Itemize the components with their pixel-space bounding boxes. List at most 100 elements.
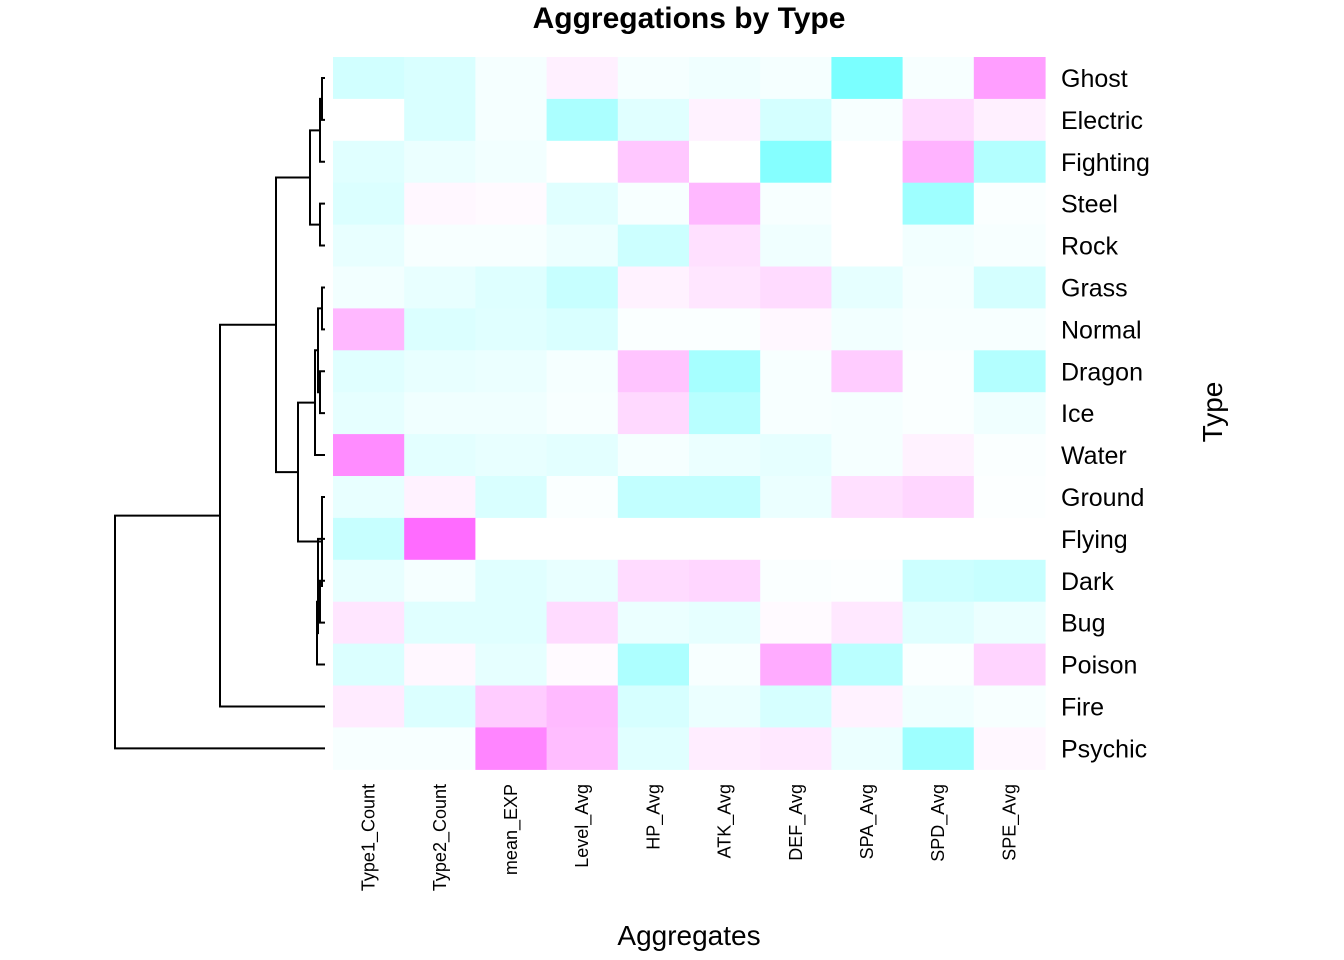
heatmap-cell [760,476,832,519]
heatmap-cell [760,727,832,770]
heatmap-cell [546,559,619,603]
heatmap-cell [546,685,619,728]
heatmap-cell [760,392,832,435]
heatmap-cell [546,140,619,184]
dendrogram-branch [309,129,320,226]
heatmap-cell [404,308,476,351]
heatmap-cell [902,517,975,561]
column-label: Level_Avg [572,784,593,868]
heatmap-cell [333,434,405,477]
heatmap-cell [475,434,548,477]
heatmap-cell [404,182,476,226]
heatmap-cell [404,392,476,435]
heatmap-cell [475,392,548,435]
row-label: Normal [1061,316,1142,344]
heatmap-cell [689,434,761,477]
heatmap-cell [475,98,548,142]
heatmap-cell [333,140,405,184]
heatmap-cell [333,57,405,100]
heatmap-cell [475,643,548,687]
heatmap-cell [831,182,904,226]
heatmap-cells [333,57,1046,770]
heatmap-cell [546,266,619,309]
row-label: Ice [1061,400,1094,428]
heatmap-cell [404,643,476,687]
heatmap-cell [902,392,975,435]
heatmap-cell [617,685,690,728]
column-label: SPD_Avg [928,784,949,862]
heatmap-cell [404,685,476,728]
heatmap-cell [333,476,405,519]
heatmap-cell [617,140,690,184]
dendrogram-branch [297,401,322,543]
heatmap-cell [617,392,690,435]
heatmap-cell [973,266,1046,309]
heatmap-cell [617,643,690,687]
heatmap-cell [333,727,405,770]
heatmap-cell [689,224,761,268]
heatmap-cell [902,57,975,100]
heatmap-cell [333,643,405,687]
heatmap-cell [902,476,975,519]
heatmap-cell [689,392,761,435]
heatmap-cell [902,350,975,393]
column-label: SPA_Avg [857,784,878,859]
heatmap-cell [902,140,975,184]
heatmap-cell [404,224,476,268]
heatmap-cell [617,727,690,770]
heatmap-cell [973,224,1046,268]
heatmap-cell [689,601,761,645]
heatmap-cell [333,685,405,728]
heatmap-cell [689,350,761,393]
heatmap-cell [760,224,832,268]
heatmap-cell [973,559,1046,603]
heatmap-cell [333,308,405,351]
column-label: DEF_Avg [786,784,807,861]
heatmap-cell [902,643,975,687]
heatmap-cell [546,727,619,770]
heatmap-cell [760,140,832,184]
heatmap-cell [760,434,832,477]
row-labels: Ghost Electric Fighting Steel Rock Grass Norma… [1061,65,1150,763]
dendrogram-branch [114,514,325,750]
heatmap-cell [617,57,690,100]
heatmap-cell [831,350,904,393]
column-label: Type2_Count [430,784,451,891]
heatmap-cell [546,224,619,268]
dendrogram-branch [275,176,310,474]
heatmap-cell [333,98,405,142]
heatmap-cell [973,392,1046,435]
heatmap-cell [333,266,405,309]
heatmap-cell [760,308,832,351]
heatmap-cell [831,601,904,645]
heatmap-cell [831,476,904,519]
heatmap-cell [831,434,904,477]
heatmap-cell [973,643,1046,687]
row-label: Electric [1061,107,1143,135]
heatmap-cell [475,224,548,268]
heatmap-cell [902,685,975,728]
column-labels: Type1_Count Type2_Count mean_EXP Level_Avg H… [359,784,1021,891]
heatmap-cell [546,476,619,519]
column-label: Type1_Count [359,784,380,891]
row-label: Fire [1061,693,1104,721]
heatmap-cell [475,601,548,645]
heatmap-cell [760,601,832,645]
heatmap-cell [760,182,832,226]
heatmap-cell [973,57,1046,100]
heatmap-cell [617,266,690,309]
heatmap-cell [760,98,832,142]
heatmap-cell [831,224,904,268]
heatmap-cell [831,57,904,100]
heatmap-cell [404,476,476,519]
heatmap-cell [689,727,761,770]
row-label: Grass [1061,274,1128,302]
heatmap-cell [760,559,832,603]
row-dendrogram [114,76,325,750]
dendrogram-branch [321,76,325,121]
heatmap-cell [617,224,690,268]
heatmap-cell [902,559,975,603]
heatmap-cell [760,57,832,100]
heatmap-cell [689,476,761,519]
